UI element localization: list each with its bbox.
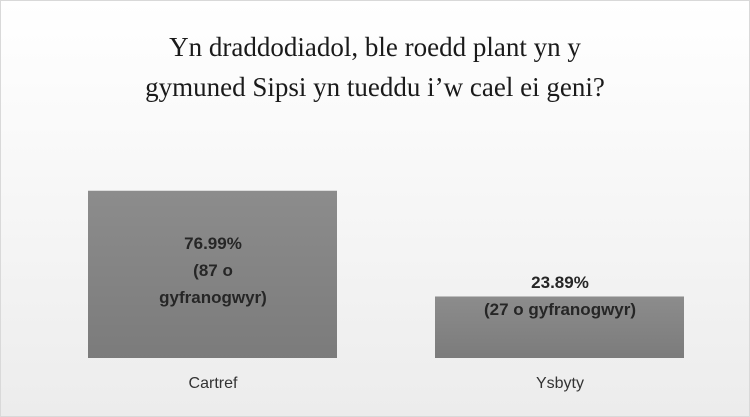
bar-shade xyxy=(88,190,337,358)
x-tick-label: Cartref xyxy=(188,375,238,392)
x-tick-label: Ysbyty xyxy=(535,375,584,392)
data-label: 76.99% (87 o gyfranogwyr) xyxy=(159,233,267,307)
data-label: 23.89% (27 o gyfranogwyr) xyxy=(483,273,637,320)
bar-shade xyxy=(435,296,684,358)
chart-title: Yn draddodiadol, ble roedd plant yn y gy… xyxy=(145,32,605,102)
